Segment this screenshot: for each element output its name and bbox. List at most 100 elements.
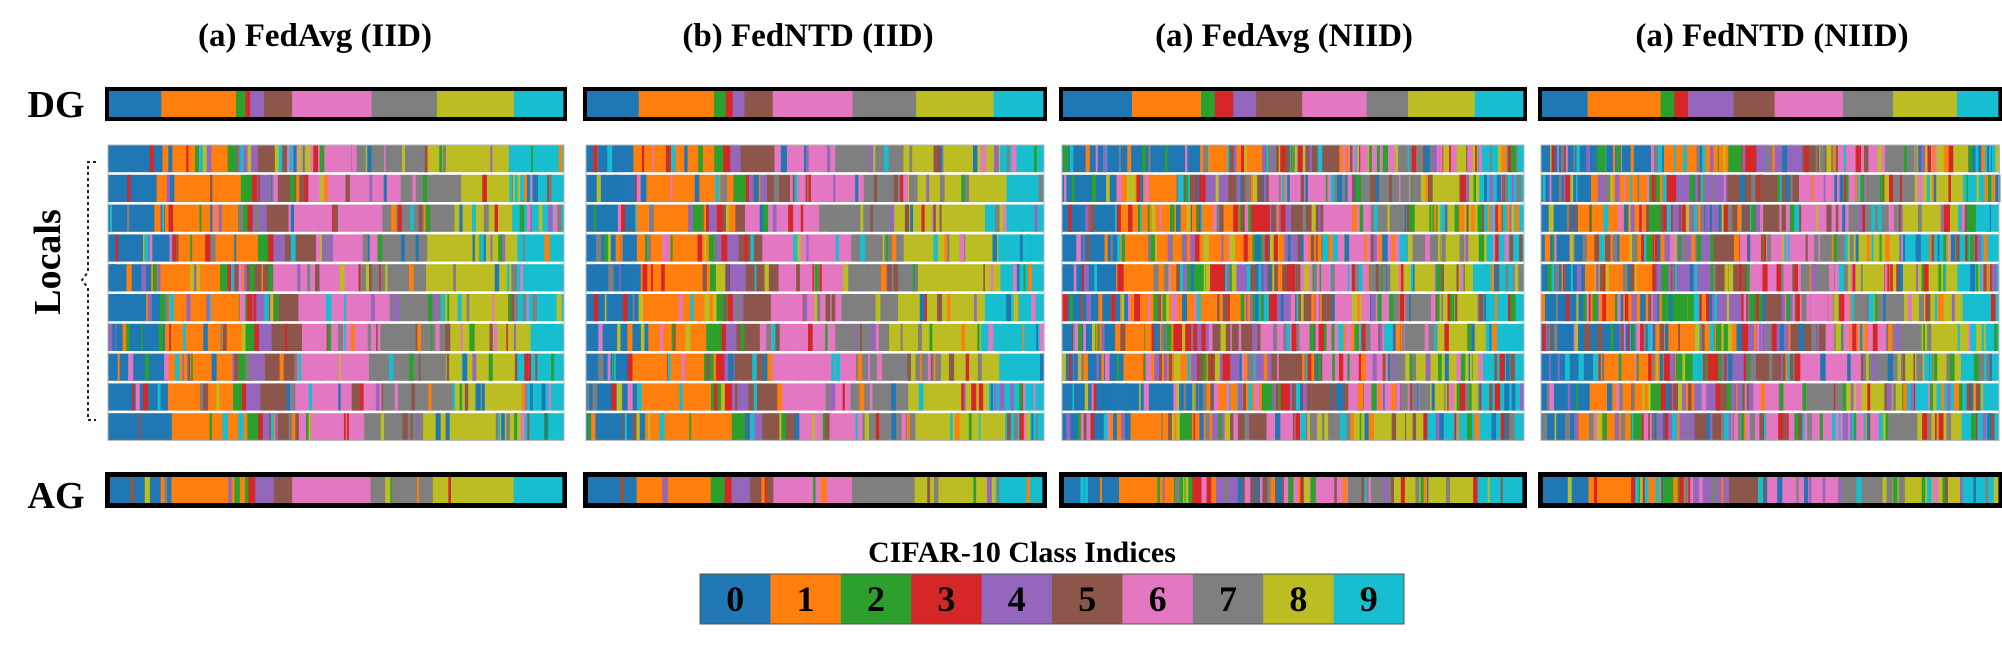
local-row-5-mixed-pixel — [1752, 264, 1756, 292]
local-row-1-mixed-pixel — [311, 145, 315, 173]
local-row-6-mixed-pixel — [1290, 294, 1295, 322]
local-row-10-mixed-pixel — [1120, 413, 1125, 441]
local-row-5-mixed-pixel — [1290, 264, 1296, 292]
local-row-6-mixed-pixel — [1031, 294, 1036, 322]
local-row-9-mixed-pixel — [1337, 383, 1344, 411]
local-row-9-mixed-pixel — [888, 383, 892, 411]
legend-label-1: 1 — [797, 579, 815, 619]
local-row-5-mixed-pixel — [1441, 264, 1444, 292]
local-row-8-mixed-pixel — [232, 353, 235, 381]
local-row-1-mixed-pixel — [1586, 145, 1590, 173]
local-row-1-mixed-pixel — [671, 145, 676, 173]
local-row-9-mixed-pixel — [343, 383, 348, 411]
local-row-4-mixed-pixel — [1184, 234, 1189, 262]
local-row-3-mixed-pixel — [593, 204, 597, 232]
local-row-4-mixed-pixel — [1937, 234, 1940, 262]
local-row-4-mixed-pixel — [1747, 234, 1751, 262]
locals-frame — [585, 144, 1045, 441]
local-row-9-mixed-pixel — [1202, 383, 1207, 411]
local-row-3-mixed-pixel — [1785, 204, 1792, 232]
dg-bar-segment-class-7 — [1842, 91, 1894, 117]
local-row-5-mixed-pixel — [1028, 264, 1032, 292]
local-row-5-mixed-pixel — [1255, 264, 1262, 292]
local-row-5-mixed-pixel — [1694, 264, 1698, 292]
local-row-9-mixed-pixel — [859, 383, 865, 411]
local-row-4-mixed-pixel — [1219, 234, 1224, 262]
local-row-3-mixed-pixel — [725, 204, 732, 232]
local-row-10-mixed-pixel — [636, 413, 640, 441]
local-row-1-mixed-pixel — [401, 145, 406, 173]
ag-bar-mixed-pixel — [1175, 477, 1180, 503]
local-row-7-mixed-pixel — [1771, 323, 1777, 351]
local-row-5-mixed-pixel — [1554, 264, 1560, 292]
local-row-1-mixed-pixel — [1407, 145, 1410, 173]
local-row-1-mixed-pixel — [1242, 145, 1247, 173]
local-row-3-mixed-pixel — [1454, 204, 1460, 232]
local-row-10-mixed-pixel — [1416, 413, 1422, 441]
legend-title: CIFAR-10 Class Indices — [868, 536, 1176, 569]
local-row-10-mixed-pixel — [1218, 413, 1222, 441]
local-row-9-mixed-pixel — [1192, 383, 1194, 411]
local-row-3-mixed-pixel — [1945, 204, 1950, 232]
local-row-1-mixed-pixel — [1600, 145, 1606, 173]
legend-swatch-2 — [840, 574, 912, 624]
local-row-10-mixed-pixel — [1191, 413, 1194, 441]
local-row-6-mixed-pixel — [1436, 294, 1440, 322]
legend-label-8: 8 — [1289, 579, 1307, 619]
local-row-1-mixed-pixel — [1654, 145, 1659, 173]
locals-frame — [1061, 144, 1525, 441]
local-row-1-mixed-pixel — [1657, 145, 1663, 173]
local-row-4-mixed-pixel — [472, 234, 475, 262]
local-row-10-mixed-pixel — [824, 413, 830, 441]
local-row-1-mixed-pixel — [827, 145, 831, 173]
ag-bar-mixed-pixel — [1244, 477, 1251, 503]
local-row-1-mixed-pixel — [1033, 145, 1037, 173]
local-row-7-mixed-pixel — [1140, 323, 1145, 351]
ag-bar-mixed-pixel — [135, 477, 138, 503]
local-row-6-mixed-pixel — [1311, 294, 1315, 322]
local-row-7-mixed-pixel — [1171, 323, 1174, 351]
local-row-2-mixed-pixel — [773, 174, 779, 202]
ag-bar-mixed-pixel — [1723, 477, 1727, 503]
local-row-5-mixed-pixel — [1944, 264, 1947, 292]
local-row-10-mixed-pixel — [794, 413, 800, 441]
local-row-10-segment-class-3 — [745, 413, 754, 441]
local-row-4-mixed-pixel — [860, 234, 866, 262]
local-row-5-mixed-pixel — [1272, 264, 1275, 292]
local-row-10-mixed-pixel — [1036, 413, 1038, 441]
dg-bar-segment-class-0 — [1542, 91, 1588, 117]
local-row-7-mixed-pixel — [1193, 323, 1198, 351]
local-row-4-mixed-pixel — [1155, 234, 1157, 262]
local-row-4-mixed-pixel — [1148, 234, 1151, 262]
local-row-10-mixed-pixel — [380, 413, 385, 441]
ag-bar-mixed-pixel — [1926, 477, 1932, 503]
local-row-7-mixed-pixel — [1191, 323, 1193, 351]
local-row-9-mixed-pixel — [157, 383, 161, 411]
local-row-4-segment-class-3 — [718, 234, 728, 262]
local-row-5-mixed-pixel — [1400, 264, 1404, 292]
dg-bar-segment-class-5 — [1733, 91, 1775, 117]
local-row-2-mixed-pixel — [1250, 174, 1255, 202]
local-row-10-mixed-pixel — [906, 413, 910, 441]
local-row-7-mixed-pixel — [1623, 323, 1626, 351]
local-row-2-mixed-pixel — [1501, 174, 1504, 202]
local-row-9-segment-class-3 — [722, 383, 733, 411]
local-row-6-mixed-pixel — [1871, 294, 1874, 322]
local-row-2-segment-class-6 — [1798, 174, 1867, 202]
local-row-7-segment-class-7 — [835, 323, 890, 351]
local-row-5-mixed-pixel — [1176, 264, 1180, 292]
local-row-1-mixed-pixel — [490, 145, 493, 173]
local-row-6-mixed-pixel — [1756, 294, 1759, 322]
local-row-10-mixed-pixel — [1224, 413, 1231, 441]
local-row-4-mixed-pixel — [1262, 234, 1265, 262]
local-row-9-mixed-pixel — [381, 383, 384, 411]
local-row-1-mixed-pixel — [1142, 145, 1146, 173]
local-row-1-mixed-pixel — [497, 145, 501, 173]
dg-bar-segment-class-2 — [236, 91, 246, 117]
local-row-5-mixed-pixel — [1286, 264, 1291, 292]
local-row-2-mixed-pixel — [412, 174, 416, 202]
local-row-8-mixed-pixel — [488, 353, 493, 381]
local-row-2-mixed-pixel — [670, 174, 673, 202]
local-row-9-mixed-pixel — [1760, 383, 1765, 411]
local-row-7-mixed-pixel — [1434, 323, 1437, 351]
